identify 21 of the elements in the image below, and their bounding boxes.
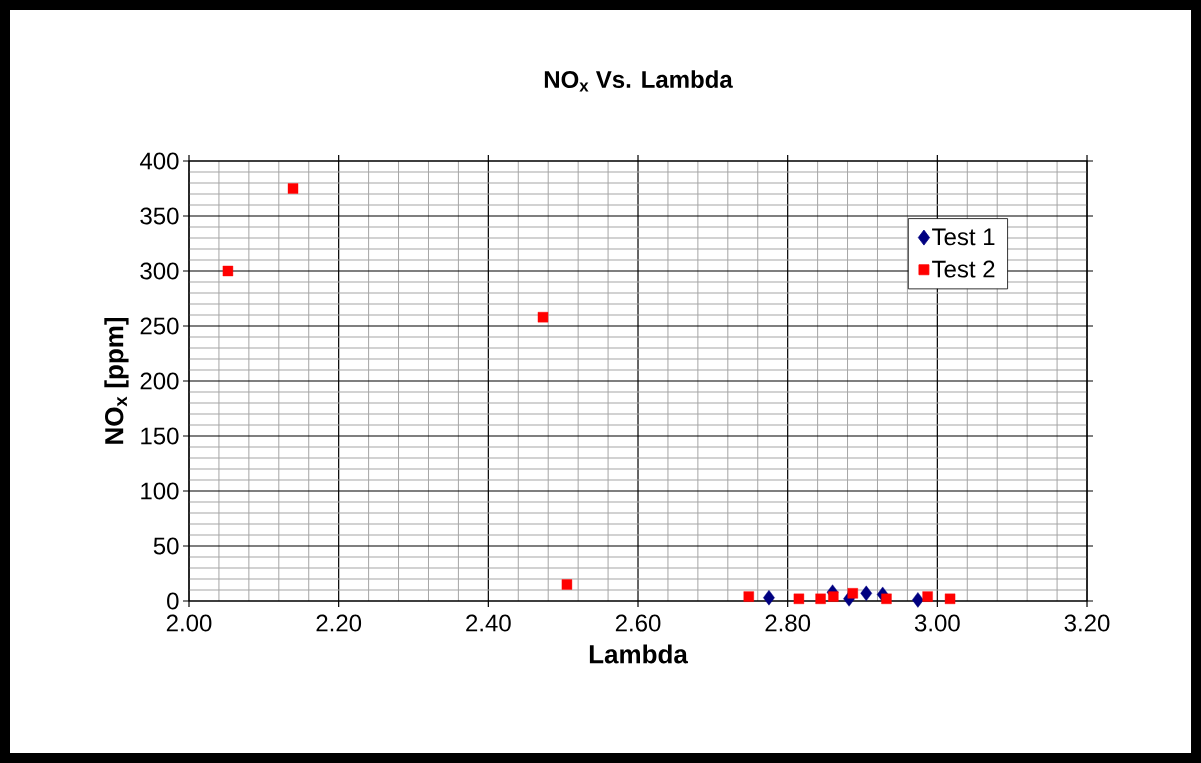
y-tick-label: 50 <box>153 537 179 555</box>
y-tick-label: 0 <box>167 592 179 610</box>
y-tick-label: 100 <box>141 482 179 500</box>
y-tick-label: 400 <box>139 152 179 170</box>
y-tick-label: 200 <box>140 372 179 390</box>
x-tick-label: 2.60 <box>615 614 661 632</box>
x-tick-label: 2.20 <box>316 614 362 632</box>
y-tick-label: 350 <box>140 207 179 225</box>
x-tick-label: 3.20 <box>1064 614 1110 632</box>
y-axis-title: NO$_{x}$ [ppm] <box>104 317 129 444</box>
y-tick-label: 250 <box>140 317 179 335</box>
y-tick-label: 150 <box>141 427 179 445</box>
x-tick-label: 2.00 <box>166 614 212 632</box>
x-tick-label: 2.40 <box>466 614 511 632</box>
x-tick-label: 2.80 <box>765 614 811 632</box>
x-tick-label: 3.00 <box>914 614 960 632</box>
legend-label: Test 1 <box>932 228 995 246</box>
legend-label: Test 2 <box>932 260 995 278</box>
chart-title: NO$_{x}$ Vs. Lambda <box>544 70 733 92</box>
y-tick-label: 300 <box>140 262 179 280</box>
x-axis-title: Lambda <box>589 644 689 664</box>
